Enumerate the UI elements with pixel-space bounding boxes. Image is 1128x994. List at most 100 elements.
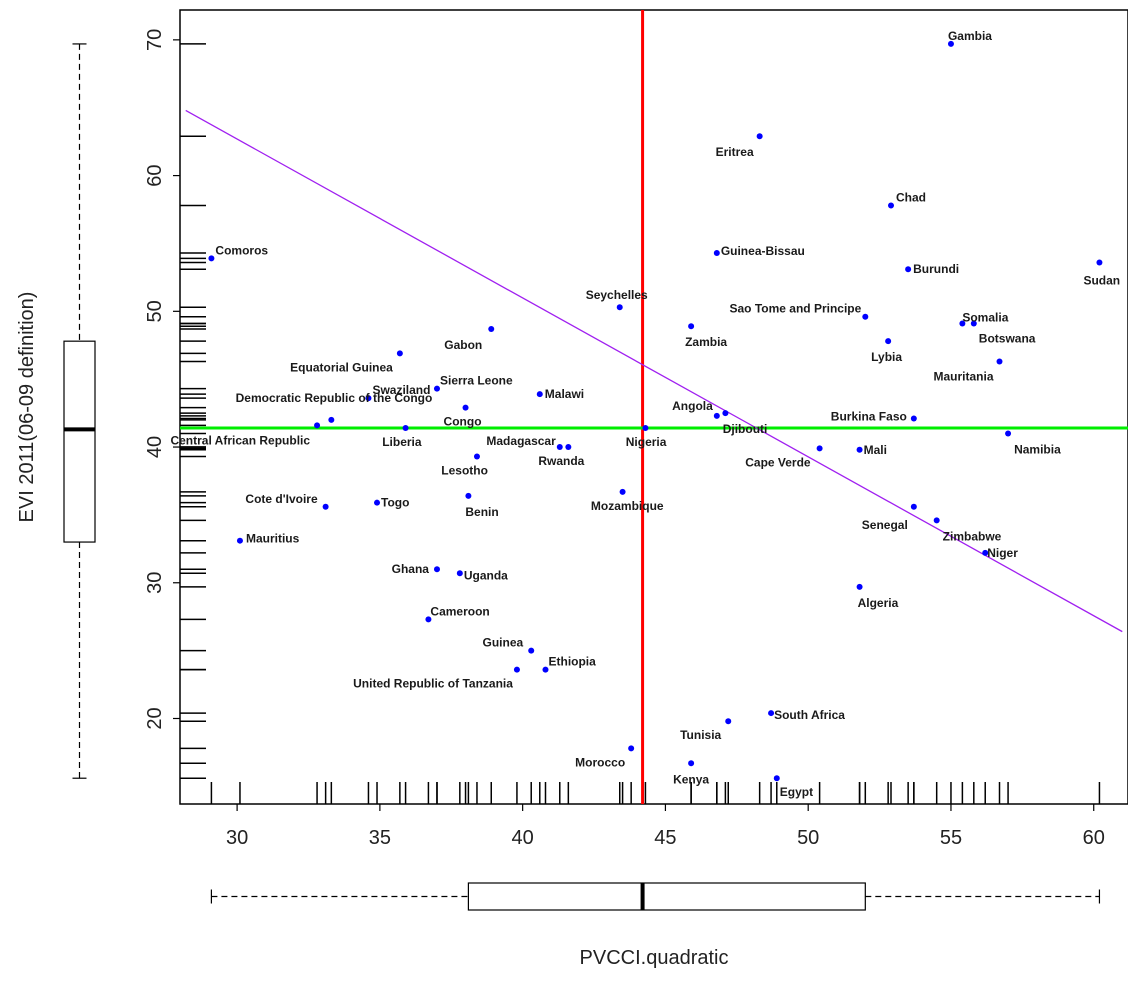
data-point xyxy=(619,488,626,495)
point-label: United Republic of Tanzania xyxy=(353,677,513,691)
y-tick-label: 20 xyxy=(144,707,166,729)
point-label: Uganda xyxy=(464,568,508,582)
rug-marks xyxy=(180,43,1101,804)
data-point xyxy=(1005,430,1012,437)
point-label: Senegal xyxy=(862,518,908,532)
point-labels: Gambia Eritrea Chad Comoros Guinea-Bissau Bur… xyxy=(170,29,1120,799)
x-axis-title: PVCCI.quadratic xyxy=(580,947,729,969)
point-label: Zimbabwe xyxy=(943,529,1002,543)
data-point xyxy=(365,395,372,402)
point-label: Cape Verde xyxy=(745,455,811,469)
point-label: Democratic Republic of the Congo xyxy=(236,391,433,405)
data-point xyxy=(885,338,892,345)
data-point xyxy=(322,503,329,510)
point-label: Ethiopia xyxy=(548,655,596,669)
x-tick-label: 35 xyxy=(369,827,391,849)
data-point xyxy=(328,416,335,423)
data-point xyxy=(513,666,520,673)
data-point xyxy=(488,325,495,332)
point-label: Liberia xyxy=(382,435,422,449)
data-point xyxy=(628,745,635,752)
point-label: Egypt xyxy=(780,785,813,799)
data-point xyxy=(725,718,732,725)
point-label: Rwanda xyxy=(538,454,584,468)
data-point xyxy=(565,444,572,451)
point-label: Chad xyxy=(896,190,926,204)
y-axis: 20 30 40 50 60 70 xyxy=(144,29,180,730)
point-label: Kenya xyxy=(673,772,709,786)
y-tick-label: 50 xyxy=(144,300,166,322)
x-tick-label: 45 xyxy=(654,827,676,849)
y-tick-label: 40 xyxy=(144,436,166,458)
point-label: South Africa xyxy=(774,708,845,722)
point-label: Algeria xyxy=(858,596,899,610)
y-box xyxy=(63,340,96,543)
point-label: Sudan xyxy=(1083,273,1120,287)
data-point xyxy=(970,320,977,327)
point-label: Sao Tome and Principe xyxy=(729,302,861,316)
data-point xyxy=(862,313,869,320)
data-point xyxy=(756,133,763,140)
data-point xyxy=(425,616,432,623)
x-tick-label: 40 xyxy=(512,827,534,849)
point-label: Lybia xyxy=(871,350,902,364)
point-label: Eritrea xyxy=(716,145,754,159)
data-point xyxy=(208,255,215,262)
point-label: Swaziland xyxy=(372,383,430,397)
data-point xyxy=(910,415,917,422)
point-label: Cameroon xyxy=(430,604,489,618)
data-point xyxy=(713,412,720,419)
point-label: Togo xyxy=(381,496,409,510)
point-label: Cote d'Ivoire xyxy=(245,492,318,506)
point-label: Somalia xyxy=(962,311,1008,325)
point-label: Guinea-Bissau xyxy=(721,244,805,258)
point-label: Botswana xyxy=(979,332,1036,346)
point-label: Niger xyxy=(987,546,1018,560)
data-point xyxy=(616,304,623,311)
point-label: Angola xyxy=(672,399,713,413)
data-point xyxy=(236,537,243,544)
point-label: Central African Republic xyxy=(170,433,310,447)
data-point xyxy=(528,647,535,654)
x-boxplot xyxy=(210,882,1101,911)
data-point xyxy=(768,710,775,717)
x-axis: 30 35 40 45 50 55 60 xyxy=(226,804,1105,849)
data-point xyxy=(713,249,720,256)
data-point xyxy=(314,422,321,429)
point-label: Mauritania xyxy=(933,370,993,384)
data-point xyxy=(473,453,480,460)
y-tick-label: 30 xyxy=(144,572,166,594)
point-label: Comoros xyxy=(215,243,268,257)
data-point xyxy=(910,503,917,510)
point-label: Madagascar xyxy=(486,434,556,448)
data-point xyxy=(642,425,649,432)
data-point xyxy=(433,385,440,392)
data-point xyxy=(982,549,989,556)
point-label: Equatorial Guinea xyxy=(290,360,393,374)
data-point xyxy=(688,760,695,767)
data-point xyxy=(856,583,863,590)
data-point xyxy=(433,566,440,573)
data-point xyxy=(1096,259,1103,266)
plot-frame xyxy=(179,9,1128,805)
data-point xyxy=(374,499,381,506)
point-label: Congo xyxy=(444,415,482,429)
point-label: Tunisia xyxy=(680,728,721,742)
data-point xyxy=(456,570,463,577)
data-points xyxy=(208,40,1103,782)
data-point xyxy=(947,40,954,47)
data-point xyxy=(688,323,695,330)
data-point xyxy=(462,404,469,411)
point-label: Djibouti xyxy=(723,422,768,436)
data-point xyxy=(933,517,940,524)
data-point xyxy=(722,410,729,417)
point-label: Burundi xyxy=(913,262,959,276)
data-point xyxy=(536,391,543,398)
data-point xyxy=(542,666,549,673)
point-label: Zambia xyxy=(685,335,727,349)
point-label: Gambia xyxy=(948,29,992,43)
point-label: Mali xyxy=(864,443,887,457)
point-label: Ghana xyxy=(392,562,430,576)
point-label: Sierra Leone xyxy=(440,374,513,388)
